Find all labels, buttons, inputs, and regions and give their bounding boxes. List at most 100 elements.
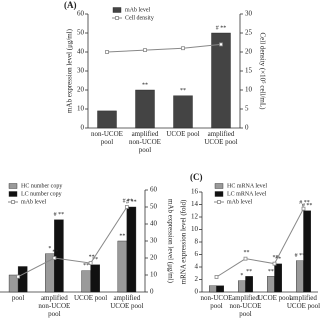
line-marker [243,256,248,261]
y2-tick-label: 30 [150,237,158,245]
bar [117,240,128,293]
y-axis-title: mRNA expression level (fold) [180,199,188,284]
legend-swatch [112,7,122,13]
legend-label: Cell density [125,15,154,21]
bar [135,89,155,129]
annotation: ** [273,255,279,261]
legend-label: mAb level [125,7,150,13]
x-tick-label: pool [12,294,25,302]
y2-tick-label: 20 [245,48,253,56]
legend-swatch [214,183,224,189]
x-tick-label: non-UCOE pool [91,130,123,146]
annotation: # ** [302,203,313,209]
y2-tick-label: 15 [245,67,253,75]
bar [211,32,231,129]
x-tick-label: amplified non-UCOE pool [38,294,70,318]
y-tick-label: 12 [191,213,199,221]
bar [54,219,64,293]
bar [126,206,137,293]
annotation: ** [119,233,125,239]
bar [81,270,91,293]
y-tick-label: 40 [77,48,85,56]
x-tick-label: amplified UCOE pool [204,130,237,146]
y2-tick-label: 0 [245,124,249,132]
annotation: # ** [54,212,65,218]
y-tick-label: 14 [191,200,199,208]
annotation: ** [268,269,274,275]
bar [216,285,224,293]
y-tick-label: 10 [77,105,85,113]
x-tick-label: amplified non-UCOE pool [129,130,161,154]
y-tick-label: 20 [77,86,85,94]
annotation: # ** [123,198,134,204]
y-tick-label: 0 [195,288,199,296]
annotation: ** [246,269,252,275]
annotation: ** [92,257,98,263]
bar [267,276,275,293]
y2-tick-label: 10 [150,271,158,279]
bar [209,285,217,293]
y-tick-label: 2 [195,275,199,283]
legend-label: HC mRNA level [227,183,267,189]
y-tick-label: 4 [195,263,199,271]
line [17,206,128,278]
bar [274,263,282,293]
bar [245,276,253,293]
legend-label: LC mRNA level [227,191,267,197]
y2-axis-title: mAb expression level (μg/ml) [166,199,174,284]
bar [90,264,100,293]
line-marker [143,48,147,52]
line-marker [124,205,129,209]
annotation: ** [275,256,281,262]
y-tick-label: 10 [191,225,199,233]
y2-tick-label: 20 [150,254,158,262]
annotation: * [240,273,243,279]
line-marker [214,275,219,279]
legend-label: HC number copy [21,183,62,189]
y-tick-label: 16 [191,188,199,196]
legend-swatch [115,16,119,20]
y-tick-label: 30 [77,67,85,75]
annotation: ** [52,249,58,255]
legend-swatch [214,191,224,197]
x-tick-label: UCOE pool [258,294,291,302]
y-axis-title: mAb expression level (μg/ml) [66,28,74,113]
y2-tick-label: 10 [245,86,253,94]
annotation: # ** [126,199,137,205]
panel-title: (A) [64,0,77,10]
line-marker [301,206,306,211]
line-marker [105,50,109,54]
annotation: ** [180,88,186,94]
y-tick-label: 50 [77,29,85,37]
annotation: ** [83,263,89,269]
legend-label: mAb level [227,199,252,205]
line-marker [272,261,277,266]
bar [238,280,246,293]
y2-tick-label: 60 [150,186,158,194]
y2-tick-label: 30 [245,10,253,18]
x-tick-label: amplified non-UCOE pool [230,294,262,318]
line-marker [88,261,93,266]
legend-label: mAb level [21,199,46,205]
annotation: # ** [216,25,227,31]
x-tick-label: amplified UCOE pool [287,294,320,310]
bar [173,95,193,129]
y2-axis-title: Cell density (×10⁵ cell/mL) [258,33,266,111]
y2-tick-label: 25 [245,29,253,37]
x-tick-label: UCOE pool [166,130,199,138]
y2-tick-label: 5 [245,105,249,113]
x-tick-label: non-UCOE pool [201,294,233,310]
bar [296,260,304,293]
annotation: ** [244,250,250,256]
y2-tick-label: 50 [150,203,158,211]
line-marker [52,256,57,260]
legend-swatch [11,200,15,204]
y-tick-label: 6 [195,250,199,258]
line-marker [16,274,21,279]
bar [17,266,28,293]
annotation: ** [89,254,95,260]
y-tick-label: 8 [195,238,199,246]
line-marker [181,46,185,51]
legend-swatch [8,183,18,189]
